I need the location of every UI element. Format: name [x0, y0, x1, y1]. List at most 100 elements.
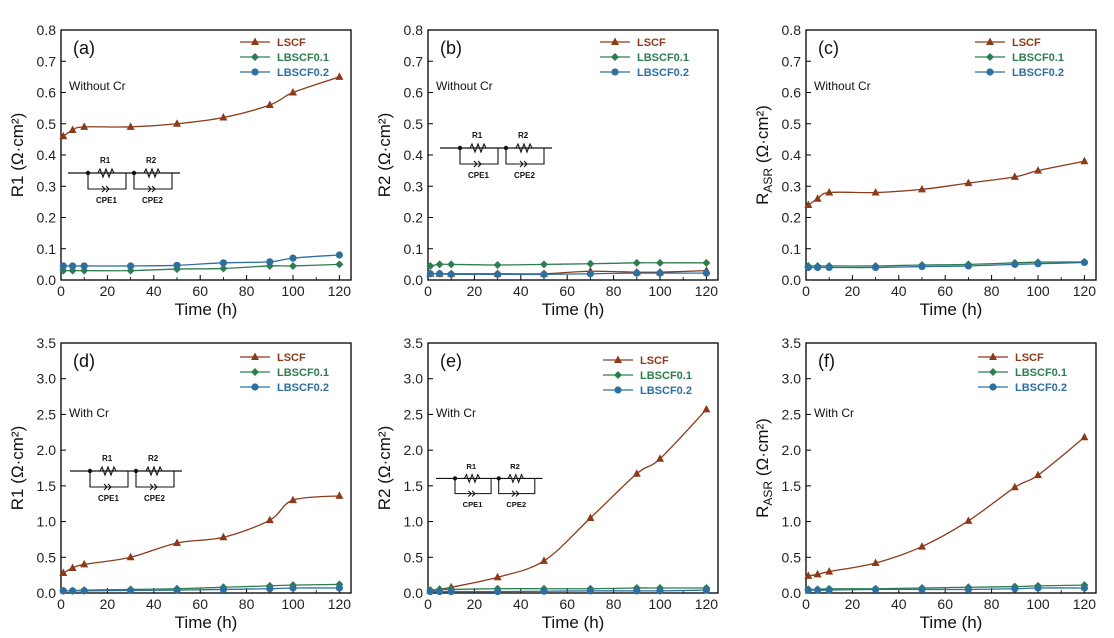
y-tick-label: 0.6 — [404, 85, 424, 101]
data-point-LBSCF0.1 — [586, 259, 595, 268]
circuit-label-cpe2: CPE2 — [142, 196, 163, 205]
legend-marker — [614, 386, 622, 394]
x-tick-label: 60 — [559, 596, 575, 612]
chart-panel-f: 0 20 40 60 80 100 120 0.0 0.5 1.0 1.5 2.0 2.5 3.0 3.5 T… — [753, 335, 1097, 632]
data-point-LBSCF0.2 — [173, 261, 181, 269]
legend-entry-LSCF: LSCF — [1015, 352, 1044, 364]
data-point-LSCF — [825, 188, 834, 196]
data-point-LBSCF0.2 — [59, 262, 67, 270]
x-tick-label: 40 — [891, 596, 907, 612]
legend-entry-LBSCF0.2: LBSCF0.2 — [640, 385, 692, 397]
cpe-cpe2-plate — [519, 160, 524, 168]
resistor-r2 — [515, 142, 533, 154]
x-tick-label: 80 — [239, 283, 255, 299]
circuit-label-cpe2: CPE2 — [514, 171, 535, 180]
data-point-LSCF — [173, 538, 181, 546]
y-tick-label: 0.4 — [782, 147, 802, 163]
data-point-LSCF — [59, 568, 68, 576]
legend-entry-LBSCF0.1: LBSCF0.1 — [1012, 52, 1064, 64]
legend-marker — [251, 383, 259, 391]
circuit-branch — [454, 478, 492, 495]
data-point-LBSCF0.2 — [289, 584, 297, 592]
panel-label: (f) — [818, 351, 835, 371]
data-point-LSCF — [871, 558, 880, 566]
circuit-branch — [498, 478, 536, 495]
data-point-LBSCF0.2 — [266, 258, 274, 266]
data-point-LBSCF0.1 — [493, 261, 502, 269]
data-point-LBSCF0.2 — [702, 586, 711, 594]
x-tick-label: 100 — [281, 596, 305, 612]
data-point-LBSCF0.1 — [656, 258, 664, 267]
y-tick-label: 0.3 — [782, 178, 802, 194]
circuit-label-r1: R1 — [466, 462, 476, 471]
y-tick-label: 2.0 — [404, 442, 424, 458]
cpe-cpe2-plate — [149, 483, 154, 491]
data-point-LBSCF0.2 — [335, 584, 343, 592]
circuit-branch — [133, 173, 173, 190]
data-point-LSCF — [804, 200, 813, 208]
y-tick-label: 1.5 — [782, 478, 802, 494]
data-point-LSCF — [813, 569, 822, 578]
y-tick-label: 0.2 — [782, 210, 802, 226]
data-point-LBSCF0.2 — [814, 586, 822, 594]
y-tick-label: 0.5 — [782, 549, 802, 565]
x-tick-label: 20 — [100, 596, 116, 612]
cpe-cpe1-plate — [477, 160, 482, 168]
data-point-LBSCF0.2 — [633, 269, 641, 277]
chart-panel-a: 0 20 40 60 80 100 120 0.0 0.1 0.2 0.3 0.4 0.5 0.6 0.7 0… — [8, 22, 352, 319]
y-axis-title: RASR (Ω·cm²) — [753, 418, 775, 518]
circuit-branch — [135, 471, 175, 488]
data-point-LBSCF0.2 — [494, 587, 502, 596]
legend-marker — [611, 37, 619, 45]
y-tick-label: 3.0 — [404, 371, 424, 387]
data-point-LBSCF0.2 — [540, 270, 548, 278]
data-point-LBSCF0.1 — [540, 260, 548, 269]
data-point-LSCF — [289, 495, 297, 504]
data-point-LBSCF0.2 — [825, 586, 833, 594]
equivalent-circuit: R1 CPE1 R2 CPE2 — [436, 462, 543, 509]
y-tick-label: 3.0 — [782, 371, 802, 387]
data-point-LSCF — [335, 491, 344, 499]
data-point-LBSCF0.2 — [804, 586, 812, 594]
y-tick-label: 0.0 — [782, 585, 802, 601]
legend-marker — [251, 53, 259, 61]
cpe-cpe1-plate — [101, 185, 106, 193]
y-tick-label: 0.8 — [404, 22, 424, 38]
data-point-LSCF — [656, 454, 664, 462]
data-point-LSCF — [265, 100, 274, 108]
y-tick-label: 3.5 — [782, 335, 802, 351]
data-point-LSCF — [918, 542, 926, 550]
legend-entry-LBSCF0.2: LBSCF0.2 — [277, 67, 329, 79]
data-point-LBSCF0.2 — [872, 263, 880, 272]
x-tick-label: 0 — [424, 283, 432, 299]
series-line-LSCF — [808, 436, 1085, 577]
plot-frame — [805, 342, 1097, 594]
resistor-r1 — [97, 167, 115, 179]
cpe-cpe1-plate — [467, 490, 472, 497]
circuit-label-cpe2: CPE2 — [144, 494, 165, 503]
data-point-LSCF — [289, 88, 297, 96]
legend-marker — [251, 352, 259, 360]
data-point-LSCF — [59, 131, 68, 140]
legend-marker — [614, 371, 622, 379]
data-point-LSCF — [825, 567, 834, 575]
y-tick-label: 0.0 — [404, 272, 424, 288]
y-tick-label: 0.3 — [37, 178, 57, 194]
x-tick-label: 0 — [57, 596, 65, 612]
data-point-LBSCF0.2 — [436, 270, 444, 278]
data-point-LBSCF0.2 — [656, 587, 664, 595]
panel-label: (c) — [818, 38, 839, 58]
data-point-LSCF — [964, 178, 973, 187]
series-line-LBSCF0.2 — [430, 589, 707, 593]
circuit-label-cpe1: CPE1 — [463, 500, 484, 509]
legend-entry-LBSCF0.1: LBSCF0.1 — [277, 52, 329, 64]
y-tick-label: 0.0 — [404, 585, 424, 601]
resistor-r2 — [145, 465, 163, 477]
data-point-LBSCF0.2 — [494, 270, 502, 278]
y-tick-label: 0.7 — [37, 53, 57, 69]
y-tick-label: 0.6 — [782, 85, 802, 101]
data-point-LBSCF0.2 — [1011, 260, 1019, 268]
cpe-cpe1-plate — [471, 490, 476, 497]
data-point-LBSCF0.2 — [1034, 584, 1042, 592]
